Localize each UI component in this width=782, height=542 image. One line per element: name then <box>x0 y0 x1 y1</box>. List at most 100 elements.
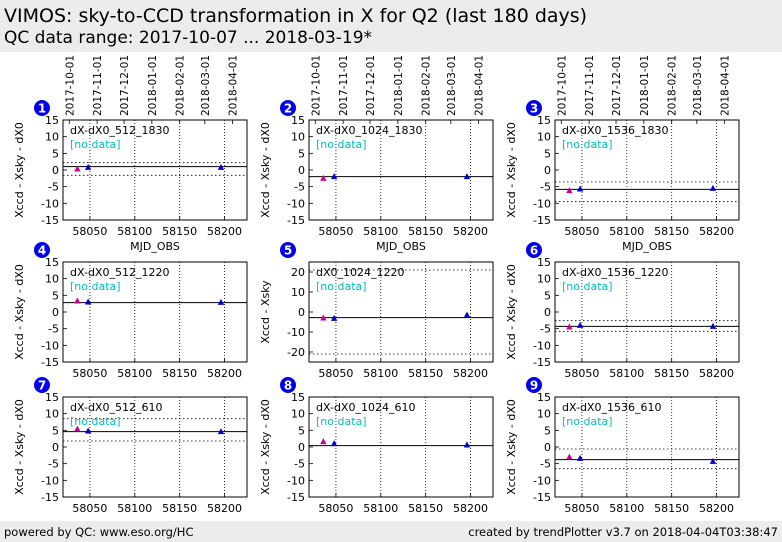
data-point <box>330 440 338 447</box>
data-point <box>330 173 338 180</box>
y-tick-label: -5 <box>540 458 551 471</box>
y-tick-label: 0 <box>298 164 305 177</box>
y-tick-label: -10 <box>41 197 59 210</box>
data-point <box>709 457 717 464</box>
data-point <box>576 454 584 461</box>
y-tick-label: 15 <box>537 114 551 127</box>
data-point <box>566 187 573 194</box>
y-tick-label: -10 <box>41 339 59 352</box>
data-point <box>463 311 471 318</box>
y-tick-label: -5 <box>48 458 59 471</box>
series-label: dX0_1024_1220 <box>316 266 405 279</box>
panel-badge <box>34 242 50 258</box>
date-tick-label: 2017-12-01 <box>119 55 131 116</box>
x-tick-label: 58200 <box>207 502 242 515</box>
y-tick-label: 10 <box>291 131 305 144</box>
y-tick-label: -10 <box>533 474 551 487</box>
data-point <box>74 425 81 432</box>
data-point <box>217 428 225 435</box>
panel-badge <box>280 377 296 393</box>
series-label: dX-dX0_1024_1830 <box>316 124 422 137</box>
y-tick-label: -5 <box>48 323 59 336</box>
date-tick-label: 2017-11-01 <box>92 55 104 116</box>
panel-badge <box>526 242 542 258</box>
date-tick-label: 2017-12-01 <box>611 55 623 116</box>
panel-5: -20 -10 0 10 20 58050 58100 58150 58200 Xccd - Xs… <box>259 242 494 380</box>
y-tick-label: -5 <box>540 323 551 336</box>
x-tick-label: 58100 <box>117 502 152 515</box>
panel-badge <box>34 377 50 393</box>
x-axis-label: MJD_OBS <box>622 240 672 253</box>
y-axis-label: Xccd - Xsky - dX0 <box>259 122 272 218</box>
x-tick-label: 58150 <box>654 502 689 515</box>
x-tick-label: 58150 <box>408 367 443 380</box>
y-tick-label: -5 <box>48 181 59 194</box>
no-data-label: [no data] <box>316 415 367 428</box>
x-tick-label: 58100 <box>609 502 644 515</box>
data-point <box>320 174 327 181</box>
footer: powered by QC: www.eso.org/HC created by… <box>0 521 782 542</box>
y-tick-label: 10 <box>537 131 551 144</box>
y-tick-label: 10 <box>45 408 59 421</box>
x-tick-label: 58100 <box>363 502 398 515</box>
y-tick-label: 5 <box>298 424 305 437</box>
panel-8: -15 -10 -5 0 5 10 15 58050 58100 58150 58200 Xccd -… <box>259 377 494 515</box>
y-tick-label: 5 <box>544 424 551 437</box>
no-data-label: [no data] <box>562 138 613 151</box>
y-tick-label: 5 <box>52 289 59 302</box>
y-tick-label: 15 <box>537 256 551 269</box>
y-tick-label: 0 <box>544 441 551 454</box>
no-data-label: [no data] <box>316 280 367 293</box>
y-tick-label: 15 <box>45 114 59 127</box>
panel-number: 5 <box>284 244 292 258</box>
date-tick-label: 2018-04-01 <box>720 55 732 116</box>
y-axis-label: Xccd - Xsky - dX0 <box>13 399 26 495</box>
y-axis-label: Xccd - Xsky <box>259 280 272 344</box>
panel-1: -15 -10 -5 0 5 10 15 58050 58100 58150 58200 2017-1… <box>13 55 248 253</box>
panel-number: 7 <box>38 379 46 393</box>
no-data-label: [no data] <box>70 138 121 151</box>
x-tick-label: 58100 <box>363 225 398 238</box>
date-tick-label: 2018-01-01 <box>639 55 651 116</box>
x-tick-label: 58200 <box>453 502 488 515</box>
x-tick-label: 58150 <box>408 502 443 515</box>
y-tick-label: -10 <box>287 474 305 487</box>
y-tick-label: 10 <box>45 273 59 286</box>
y-tick-label: -15 <box>41 491 59 504</box>
y-tick-label: -15 <box>287 491 305 504</box>
data-point <box>74 165 81 172</box>
y-tick-label: -15 <box>41 214 59 227</box>
panel-badge <box>34 100 50 116</box>
y-tick-label: 5 <box>298 147 305 160</box>
x-tick-label: 58150 <box>408 225 443 238</box>
date-tick-label: 2018-03-01 <box>446 55 458 116</box>
x-tick-label: 58050 <box>72 225 107 238</box>
panel-4: -15 -10 -5 0 5 10 15 58050 58100 58150 58200 Xccd -… <box>13 242 248 380</box>
y-tick-label: -15 <box>533 214 551 227</box>
date-tick-label: 2018-01-01 <box>147 55 159 116</box>
data-point <box>84 298 92 305</box>
data-point <box>576 185 584 192</box>
no-data-label: [no data] <box>562 415 613 428</box>
y-axis-label: Xccd - Xsky - dX0 <box>505 264 518 360</box>
data-point <box>74 297 81 304</box>
data-point <box>576 321 584 328</box>
y-tick-label: 0 <box>52 441 59 454</box>
page-subtitle: QC data range: 2017-10-07 ... 2018-03-19… <box>4 28 373 48</box>
series-label: dX-dX0_512_610 <box>70 401 162 414</box>
y-tick-label: -15 <box>533 491 551 504</box>
date-tick-label: 2018-04-01 <box>228 55 240 116</box>
y-tick-label: -15 <box>41 356 59 369</box>
x-tick-label: 58150 <box>162 367 197 380</box>
y-tick-label: -10 <box>287 197 305 210</box>
x-tick-label: 58100 <box>609 225 644 238</box>
data-point <box>709 322 717 329</box>
y-tick-label: 5 <box>52 147 59 160</box>
no-data-label: [no data] <box>70 280 121 293</box>
panel-7: -15 -10 -5 0 5 10 15 58050 58100 58150 58200 Xccd -… <box>13 377 248 515</box>
x-tick-label: 58100 <box>363 367 398 380</box>
panel-6: -15 -10 -5 0 5 10 15 58050 58100 58150 58200 Xccd -… <box>505 242 740 380</box>
plot-grid: -15 -10 -5 0 5 10 15 58050 58100 58150 58200 2017-1… <box>13 55 740 515</box>
y-axis-label: Xccd - Xsky - dX0 <box>259 399 272 495</box>
x-tick-label: 58200 <box>699 225 734 238</box>
